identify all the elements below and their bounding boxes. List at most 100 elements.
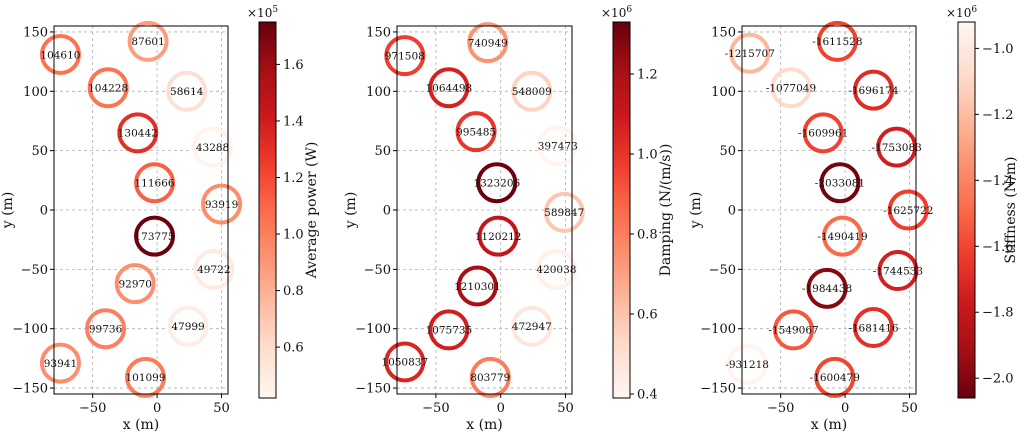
y-tick-label: −150 bbox=[700, 382, 736, 397]
data-ring bbox=[384, 35, 426, 77]
data-ring bbox=[887, 189, 929, 231]
colorbar-tick-label: 0.4 bbox=[637, 388, 658, 403]
colorbar-exponent: ×106 bbox=[601, 5, 632, 20]
y-axis-label: y (m) bbox=[343, 192, 359, 230]
y-tick-label: −50 bbox=[364, 263, 391, 278]
point-value-label: 87601 bbox=[131, 36, 164, 48]
data-ring bbox=[773, 309, 815, 351]
colorbar-exponent-power: 6 bbox=[626, 5, 632, 15]
data-ring bbox=[726, 343, 768, 385]
data-ring bbox=[819, 162, 861, 204]
point-value-label: 420038 bbox=[536, 264, 576, 276]
data-ring bbox=[535, 248, 577, 290]
data-ring bbox=[166, 70, 208, 112]
data-ring bbox=[456, 265, 498, 307]
y-tick-label: −50 bbox=[709, 263, 736, 278]
chart-panel-3: -1611528 -1215707 -1077049 -1696174 -1609961… bbox=[688, 5, 1019, 432]
data-ring bbox=[816, 20, 858, 62]
point-value-label: 101099 bbox=[125, 372, 165, 384]
point-value-label: 1120212 bbox=[475, 231, 522, 243]
point-value-label: 1210301 bbox=[454, 281, 501, 293]
data-ring bbox=[134, 162, 176, 204]
data-ring bbox=[455, 111, 497, 153]
y-tick-label: 150 bbox=[711, 25, 736, 40]
data-ring bbox=[39, 342, 81, 384]
y-tick-label: 100 bbox=[23, 85, 48, 100]
x-tick-label: 0 bbox=[153, 401, 161, 416]
point-value-label: 99736 bbox=[89, 324, 123, 336]
x-axis-label: x (m) bbox=[466, 417, 503, 432]
x-tick-label: −50 bbox=[422, 401, 449, 416]
y-tick-label: 100 bbox=[366, 85, 391, 100]
point-value-label: 803779 bbox=[470, 372, 510, 384]
point-value-label: -1625722 bbox=[883, 205, 933, 217]
colorbar-exponent: ×105 bbox=[247, 5, 278, 20]
y-tick-label: 50 bbox=[374, 144, 391, 159]
point-value-label: 740949 bbox=[468, 37, 508, 49]
colorbar-tick-label: 0.6 bbox=[637, 308, 658, 323]
point-value-label: 173775 bbox=[134, 231, 174, 243]
point-value-label: 93919 bbox=[205, 199, 238, 211]
colorbar bbox=[612, 21, 631, 399]
x-tick-label: 0 bbox=[497, 401, 505, 416]
colorbar-tick-label: 0.8 bbox=[283, 284, 304, 299]
point-value-label: 58614 bbox=[170, 86, 204, 98]
colorbar-tick-label: 1.4 bbox=[283, 114, 304, 129]
point-value-label: 472947 bbox=[512, 321, 552, 333]
data-ring bbox=[85, 308, 127, 350]
x-tick-label: −50 bbox=[79, 401, 106, 416]
point-value-label: -1984438 bbox=[802, 283, 852, 295]
colorbar-label: Damping (N/(m/s)) bbox=[658, 144, 674, 277]
data-ring bbox=[134, 215, 176, 257]
data-ring bbox=[477, 215, 519, 257]
point-value-label: 1075735 bbox=[425, 325, 472, 337]
point-value-label: 49722 bbox=[197, 264, 230, 276]
x-tick-label: 50 bbox=[557, 401, 574, 416]
colorbar-tick-label: 1.0 bbox=[637, 148, 658, 163]
point-value-label: 43288 bbox=[196, 142, 229, 154]
colorbar-exponent: ×106 bbox=[946, 5, 977, 20]
colorbar-label: Average power (W) bbox=[304, 142, 320, 280]
data-ring bbox=[822, 215, 864, 257]
data-ring bbox=[469, 356, 511, 398]
point-value-label: -2033081 bbox=[815, 177, 865, 189]
y-tick-label: −150 bbox=[12, 382, 48, 397]
data-ring bbox=[114, 263, 156, 305]
colorbar-tick-label: 1.2 bbox=[637, 68, 658, 83]
colorbar-tick-label: −1.2 bbox=[982, 108, 1014, 123]
chart-panel-1: 87601 104610 104228 58614 130442 43288 111666 9… bbox=[0, 5, 320, 432]
colorbar-tick-label: −1.8 bbox=[982, 306, 1014, 321]
data-ring bbox=[467, 22, 509, 64]
y-tick-label: 50 bbox=[719, 144, 736, 159]
point-value-label: 1064498 bbox=[425, 83, 472, 95]
data-ring bbox=[167, 305, 209, 347]
x-tick-label: 0 bbox=[841, 401, 849, 416]
colorbar-tick-label: 1.6 bbox=[283, 58, 304, 73]
point-value-label: -1681416 bbox=[848, 322, 899, 334]
data-ring bbox=[852, 69, 894, 111]
data-ring bbox=[852, 307, 894, 349]
data-ring bbox=[428, 309, 470, 351]
point-value-label: 111666 bbox=[134, 177, 174, 189]
colorbar-tick-label: 0.6 bbox=[283, 341, 304, 356]
y-tick-label: 100 bbox=[711, 85, 736, 100]
y-tick-label: 150 bbox=[23, 25, 48, 40]
point-value-label: 971508 bbox=[385, 50, 425, 62]
point-value-label: 1323206 bbox=[473, 177, 520, 189]
data-ring bbox=[117, 112, 159, 154]
point-value-label: 93941 bbox=[44, 358, 77, 370]
colorbar-tick-label: −2.0 bbox=[982, 372, 1014, 387]
colorbar-exponent-power: 5 bbox=[272, 5, 278, 15]
data-ring bbox=[125, 356, 167, 398]
point-value-label: 995485 bbox=[456, 126, 496, 138]
point-value-label: -1600479 bbox=[810, 372, 860, 384]
point-value-label: 548009 bbox=[512, 86, 552, 98]
data-ring bbox=[476, 162, 518, 204]
y-tick-label: −50 bbox=[21, 263, 48, 278]
data-ring bbox=[428, 67, 470, 109]
chart-panel-2: 740949 971508 1064498 548009 995485 397473 132… bbox=[343, 5, 674, 432]
point-value-label: -1696174 bbox=[848, 85, 899, 97]
point-value-label: 104228 bbox=[88, 83, 128, 95]
y-tick-label: 0 bbox=[383, 204, 391, 219]
